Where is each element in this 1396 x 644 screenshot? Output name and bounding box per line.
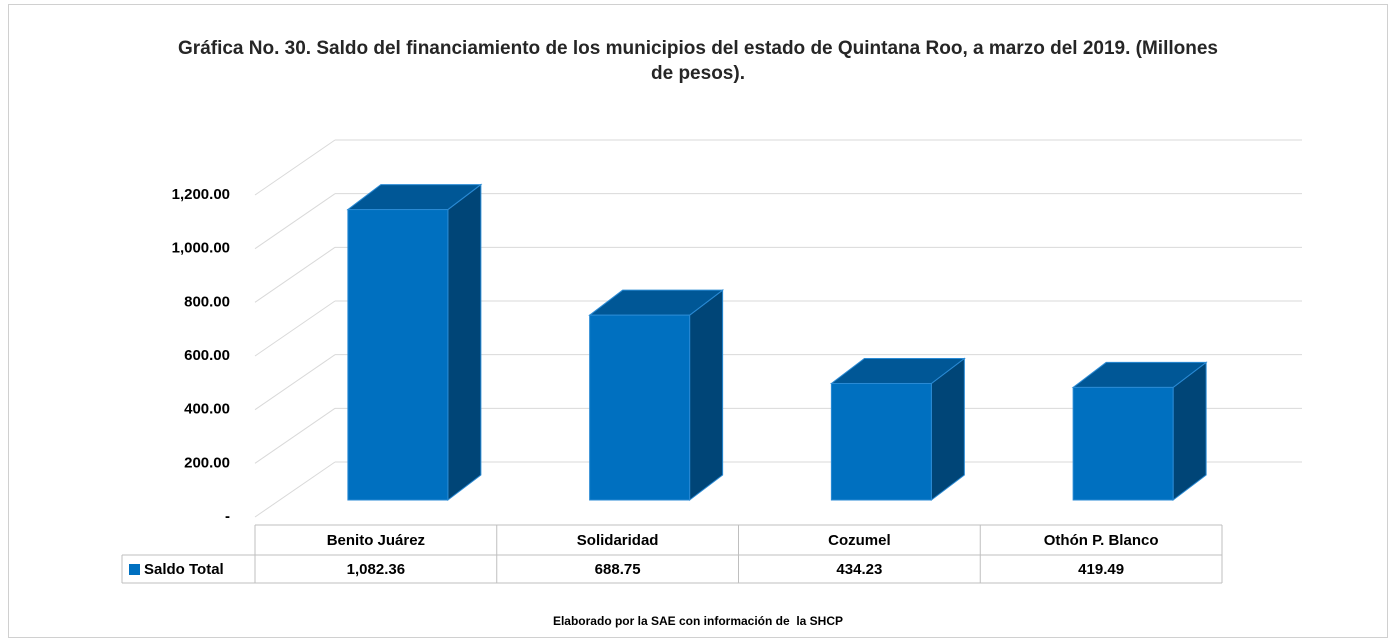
y-tick-label: -	[225, 508, 230, 525]
bar-side	[689, 289, 724, 502]
grid-line	[254, 354, 336, 411]
legend-swatch	[129, 564, 140, 575]
y-tick-label: 200.00	[184, 454, 230, 471]
y-tick-label: 1,200.00	[172, 186, 230, 203]
caption: Elaborado por la SAE con información de …	[552, 614, 844, 628]
y-tick-label: 600.00	[184, 347, 230, 364]
grid-line	[254, 246, 336, 303]
chart-title: Gráfica No. 30. Saldo del financiamiento…	[178, 38, 1218, 84]
bar	[830, 382, 932, 501]
data-label: 1,082.36	[347, 561, 405, 578]
grid-line	[254, 300, 336, 357]
y-tick-label: 800.00	[184, 293, 230, 310]
y-tick-label: 400.00	[184, 401, 230, 418]
grid-line	[254, 407, 336, 464]
x-tick-label: Benito Juárez	[327, 532, 425, 549]
grid-line	[254, 461, 336, 518]
bar	[347, 209, 449, 501]
data-label: 688.75	[595, 561, 641, 578]
y-tick-label: 1,000.00	[172, 240, 230, 257]
bar	[589, 314, 691, 501]
chart-frame	[8, 4, 1388, 638]
data-label: 419.49	[1078, 561, 1124, 578]
bar-side	[447, 183, 482, 502]
grid-line	[254, 193, 336, 250]
data-label: 434.23	[836, 561, 882, 578]
legend-label: Saldo Total	[144, 561, 224, 578]
bar	[1072, 386, 1174, 501]
grid-line	[254, 139, 336, 196]
x-tick-label: Othón P. Blanco	[1044, 532, 1159, 549]
x-tick-label: Cozumel	[828, 532, 891, 549]
x-tick-label: Solidaridad	[577, 532, 659, 549]
